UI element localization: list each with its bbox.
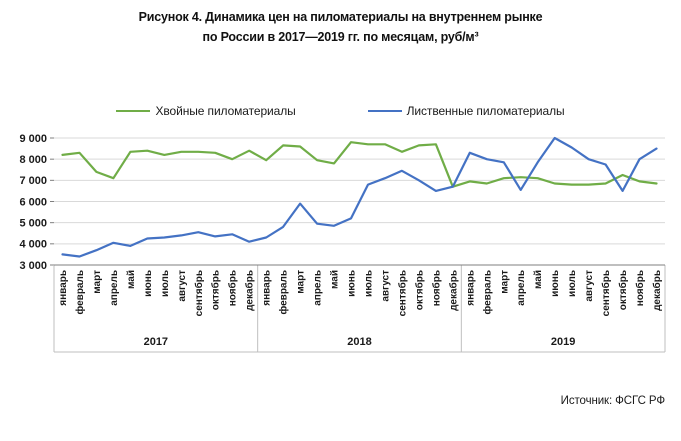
y-axis-label: 5 000 [19,218,47,230]
legend-item-1: Лиственные пиломатериалы [367,104,565,118]
x-axis-month-label: март [296,270,307,294]
x-axis-month-label: январь [262,270,273,306]
x-axis-month-label: ноябрь [634,270,646,306]
legend-line-sample [367,109,402,113]
legend-label: Хвойные пиломатериалы [155,104,296,118]
y-axis-label: 7 000 [19,175,47,187]
x-axis-month-label: май [126,270,137,289]
x-axis-month-label: март [92,270,103,294]
x-axis-year-label: 2017 [144,336,168,348]
x-axis-month-label: июнь [347,270,358,297]
y-axis-label: 3 000 [19,260,47,272]
y-axis-label: 9 000 [19,133,47,145]
x-axis-month-label: май [533,270,544,289]
x-axis-month-label: декабрь [651,270,663,311]
y-axis-label: 6 000 [19,196,47,208]
legend-line-sample [116,109,151,113]
x-axis-month-label: февраль [278,270,290,315]
x-axis-month-label: декабрь [244,270,256,311]
x-axis-month-label: апрель [109,270,120,306]
x-axis-month-label: январь [58,270,69,306]
x-axis-month-label: январь [465,270,476,306]
source-caption: Источник: ФСГС РФ [560,395,665,407]
x-axis-month-label: август [177,270,188,302]
y-axis-label: 8 000 [19,154,47,166]
x-axis-month-label: июль [160,270,171,297]
x-axis-month-label: декабрь [447,270,459,311]
x-axis-month-label: июль [363,270,374,297]
x-axis-month-label: апрель [313,270,324,306]
x-axis-month-label: февраль [74,270,86,315]
x-axis-month-label: август [380,270,391,302]
x-axis-year-label: 2019 [551,336,575,348]
x-axis-month-label: апрель [516,270,527,306]
x-axis-month-label: октябрь [413,270,425,310]
x-axis-year-label: 2018 [347,336,371,348]
chart-title: Рисунок 4. Динамика цен на пиломатериалы… [0,7,681,47]
x-axis-month-label: сентябрь [600,270,612,316]
legend-item-0: Хвойные пиломатериалы [116,104,296,118]
x-axis-month-label: июнь [143,270,154,297]
x-axis-month-label: октябрь [617,270,629,310]
x-axis-month-label: сентябрь [193,270,205,316]
x-axis-month-label: ноябрь [227,270,239,306]
x-axis-month-label: февраль [481,270,493,315]
x-axis-month-label: август [584,270,595,302]
x-axis-month-label: июль [567,270,578,297]
chart-title-line2: по России в 2017—2019 гг. по месяцам, ру… [202,30,479,44]
x-axis-month-label: ноябрь [430,270,442,306]
x-axis-month-label: март [499,270,510,294]
chart-legend: Хвойные пиломатериалы Лиственные пиломате… [0,104,681,118]
x-axis-month-label: май [330,270,341,289]
series-line-1 [61,136,658,258]
series-line-0 [61,141,658,188]
x-axis-month-label: октябрь [210,270,222,310]
legend-label: Лиственные пиломатериалы [406,104,565,118]
y-axis-label: 4 000 [19,239,47,251]
x-axis-month-label: июнь [550,270,561,297]
x-axis-month-label: сентябрь [396,270,408,316]
chart-title-line1: Рисунок 4. Динамика цен на пиломатериалы… [138,10,543,24]
